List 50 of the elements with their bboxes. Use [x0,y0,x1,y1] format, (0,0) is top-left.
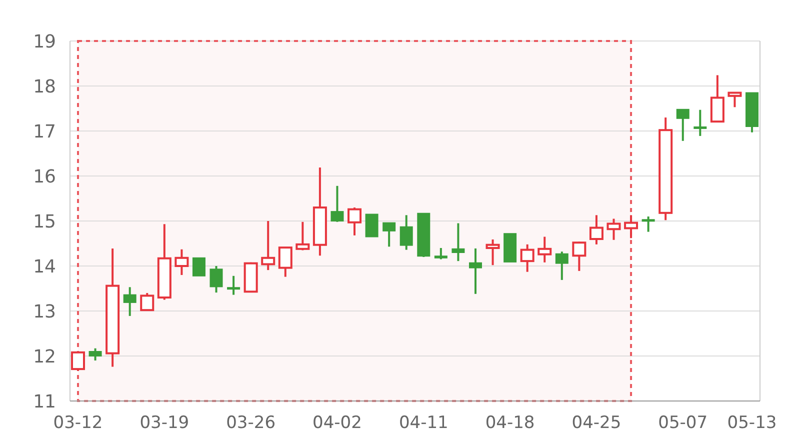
candlestick [452,222,465,262]
x-tick-label: 04-25 [572,413,622,433]
y-tick-label: 18 [33,76,56,98]
candlestick [278,246,292,278]
candlestick [520,243,534,273]
candlestick [434,247,448,260]
candlestick [261,220,276,272]
candlestick [555,250,568,281]
x-tick-label: 03-12 [53,413,103,433]
candlestick [71,350,85,372]
x-tick-label: 03-26 [226,413,276,433]
x-tick-label: 03-19 [140,413,190,433]
y-tick-label: 13 [33,301,56,322]
candlestick [348,206,362,236]
candlestick [174,248,189,276]
y-tick-label: 17 [33,121,56,142]
candlestick [365,214,378,238]
y-tick-label: 11 [33,391,56,412]
candlestick [330,184,344,223]
candlestick [123,286,136,317]
candlestick [642,216,655,233]
y-tick-label: 12 [33,346,56,368]
candlestick [400,214,413,251]
candlestick [589,214,604,246]
candlestick [676,108,690,142]
candlestick [468,247,482,295]
x-tick-label: 04-11 [398,413,448,433]
candlestick [486,238,500,266]
x-tick-label: 04-18 [485,413,535,433]
candlestick [296,220,310,252]
candlestick [572,240,586,272]
y-tick-label: 19 [33,31,56,52]
candlestick [192,257,206,276]
y-tick-label: 15 [33,211,56,232]
y-tick-label: 16 [33,166,56,188]
candlestick [538,236,552,264]
candlestick [710,74,724,123]
candlestick [382,222,396,248]
x-tick-label: 05-13 [727,413,777,433]
y-tick-label: 14 [33,256,56,278]
candlestick [728,91,742,108]
candlestick [227,274,240,296]
candlestick [210,265,223,294]
candlestick [606,218,621,241]
x-tick-label: 04-02 [312,413,362,433]
candlestick [694,108,707,137]
candlestick [624,214,638,240]
candlestick [88,347,102,362]
candlestick [140,292,154,312]
x-tick-label: 05-07 [658,413,708,433]
